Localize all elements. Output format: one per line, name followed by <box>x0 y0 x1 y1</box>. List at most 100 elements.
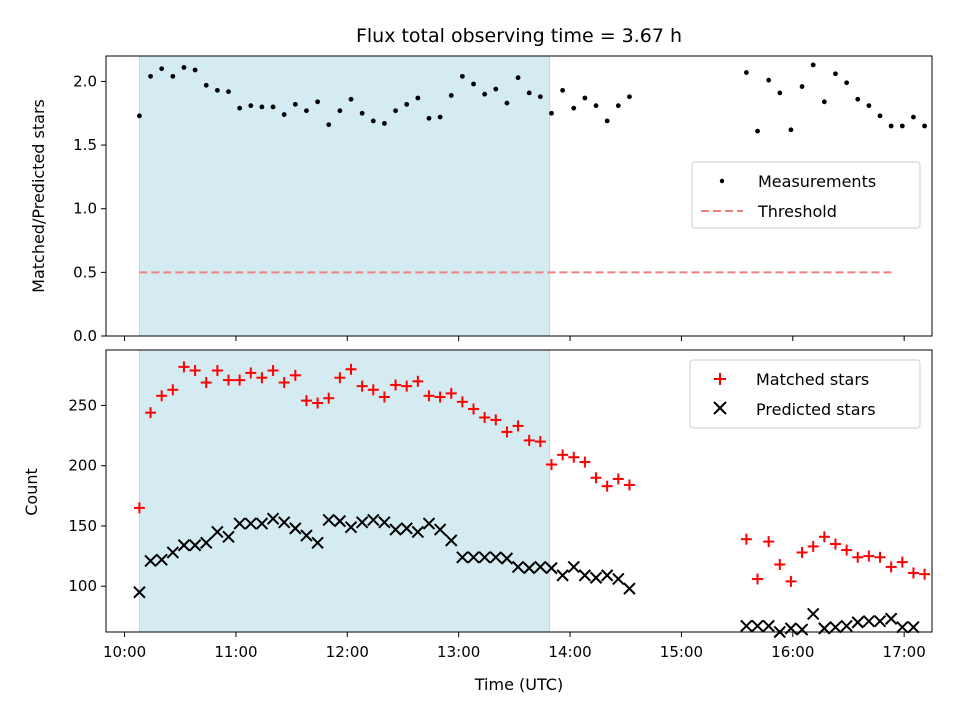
data-point <box>877 113 883 119</box>
legend-predicted-label: Predicted stars <box>756 400 876 419</box>
data-point <box>214 87 220 93</box>
bottom-x-axis: 10:00 11:00 12:00 13:00 14:00 15:00 16:00 17:00 <box>103 632 926 661</box>
legend-matched-marker <box>714 373 726 385</box>
data-point <box>144 554 157 568</box>
data-point <box>600 569 614 582</box>
data-point <box>863 550 875 562</box>
x-tick-label: 13:00 <box>437 643 480 661</box>
data-point <box>578 569 592 582</box>
data-point <box>774 559 786 571</box>
data-point <box>200 377 212 389</box>
data-point <box>437 114 443 120</box>
data-point <box>752 573 764 585</box>
data-point <box>512 420 524 432</box>
data-point <box>788 127 794 133</box>
data-point <box>504 100 510 106</box>
data-point <box>866 103 872 109</box>
data-point <box>511 560 525 574</box>
data-point <box>818 531 830 543</box>
x-tick-label: 17:00 <box>883 643 926 661</box>
data-point <box>411 525 425 539</box>
y-tick-label: 200 <box>68 457 97 475</box>
data-point <box>560 87 566 93</box>
data-point <box>478 551 491 564</box>
top-shaded-span <box>138 55 551 337</box>
data-point <box>557 449 569 461</box>
data-point <box>796 546 808 558</box>
data-point <box>615 103 621 109</box>
data-point <box>348 96 354 102</box>
data-point <box>226 89 231 95</box>
data-point <box>155 553 168 566</box>
data-point <box>537 94 543 100</box>
data-point <box>523 434 535 446</box>
data-point <box>899 123 905 129</box>
bottom-y-axis: 100 150 200 250 <box>68 396 106 595</box>
data-point <box>799 84 805 89</box>
data-point <box>415 95 421 101</box>
data-point <box>907 567 919 579</box>
data-point <box>593 103 599 109</box>
bottom-shaded-span <box>138 349 551 633</box>
data-point <box>266 512 280 525</box>
data-point <box>178 361 190 373</box>
data-point <box>245 367 257 379</box>
data-point <box>137 113 142 119</box>
data-point <box>270 104 276 110</box>
data-point <box>244 517 257 530</box>
data-point <box>852 551 864 563</box>
data-point <box>549 110 554 116</box>
data-point <box>133 502 145 514</box>
top-panel: 0.00.51.01.52.0 Matched/Predicted stars … <box>29 55 933 345</box>
data-point <box>289 369 301 381</box>
data-point <box>604 118 610 124</box>
data-point <box>156 390 168 402</box>
data-point <box>755 128 760 134</box>
data-point <box>370 118 376 124</box>
data-point <box>612 473 624 485</box>
data-point <box>515 75 521 81</box>
data-point <box>355 516 369 529</box>
data-point <box>851 616 864 629</box>
data-point <box>400 522 413 535</box>
top-plot-frame <box>105 55 933 337</box>
data-point <box>523 561 536 575</box>
data-point <box>166 546 180 559</box>
top-x-ticks <box>124 336 905 341</box>
data-point <box>874 551 886 563</box>
data-point <box>367 513 380 527</box>
data-point <box>367 384 379 396</box>
data-point <box>433 523 447 536</box>
data-point <box>623 479 635 491</box>
data-point <box>323 392 335 404</box>
y-tick-label: 0.5 <box>73 263 97 281</box>
data-point <box>884 612 898 625</box>
data-point <box>623 582 636 595</box>
y-tick-label: 1.5 <box>73 136 97 154</box>
data-point <box>333 514 347 528</box>
data-point <box>489 551 503 564</box>
data-point <box>304 108 309 114</box>
data-point <box>471 81 476 87</box>
data-point <box>785 575 797 587</box>
data-point <box>445 534 458 547</box>
data-point <box>545 561 558 575</box>
data-point <box>145 407 157 419</box>
data-point <box>434 391 446 403</box>
data-point <box>589 571 603 584</box>
data-point <box>422 517 436 530</box>
top-y-axis-title: Matched/Predicted stars <box>29 99 48 293</box>
data-point <box>766 77 772 83</box>
y-tick-label: 150 <box>68 517 97 535</box>
x-tick-label: 12:00 <box>326 643 369 661</box>
data-point <box>234 374 246 386</box>
data-point <box>571 105 577 111</box>
data-point <box>777 90 783 96</box>
top-legend-box <box>691 161 921 229</box>
data-point <box>627 94 632 100</box>
data-point <box>459 73 465 79</box>
data-point <box>278 377 290 389</box>
data-point <box>456 551 469 564</box>
data-point <box>568 451 580 463</box>
